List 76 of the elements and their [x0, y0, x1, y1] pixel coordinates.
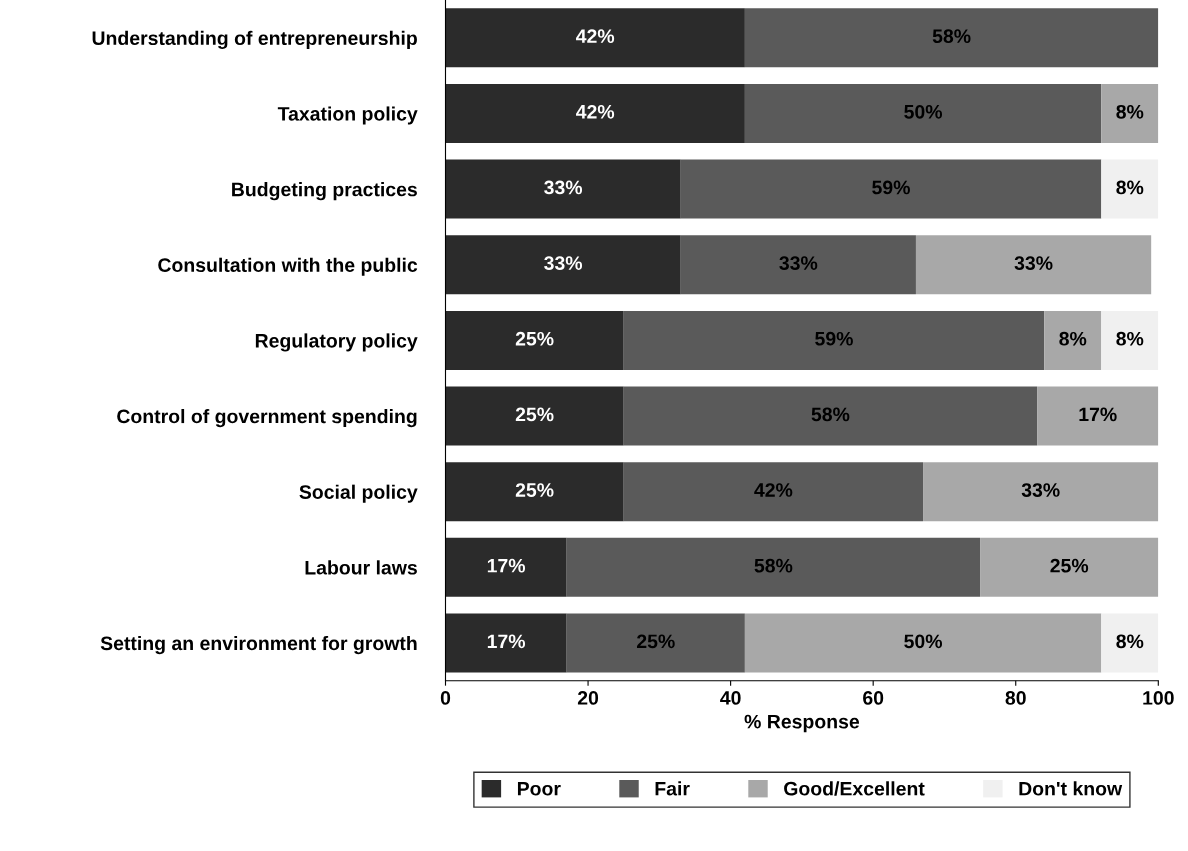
y-tick-label: Consultation with the public: [158, 257, 418, 276]
x-tick-label: 40: [720, 691, 741, 705]
x-tick-label: 100: [1143, 691, 1174, 705]
data-label: 58%: [932, 29, 971, 44]
data-label: 8%: [1116, 634, 1144, 649]
y-tick-label: Regulatory policy: [255, 333, 418, 352]
data-label: 17%: [1079, 407, 1117, 422]
bar: [623, 386, 1038, 446]
data-label: 58%: [811, 407, 850, 422]
bar: [1037, 386, 1159, 446]
bar: [1101, 83, 1159, 143]
bar: [923, 462, 1159, 522]
bar: [445, 462, 624, 522]
data-label: 33%: [779, 256, 818, 270]
bar: [445, 310, 624, 370]
bar: [680, 159, 1102, 219]
y-tick-label: Control of government spending: [117, 409, 417, 428]
x-axis-title: % Response: [744, 714, 860, 733]
bar: [445, 537, 567, 597]
x-tick-label: 60: [863, 691, 884, 705]
data-label: 33%: [1021, 483, 1060, 497]
data-label: 8%: [1116, 180, 1144, 195]
bar: [445, 8, 745, 68]
data-label: 58%: [754, 558, 793, 573]
bar: [445, 613, 567, 673]
y-tick-label: Taxation policy: [277, 106, 418, 125]
data-label: 25%: [515, 331, 554, 346]
bar: [623, 462, 924, 522]
y-tick-label: Setting an environment for growth: [100, 635, 417, 655]
bar: [1101, 159, 1159, 219]
bar: [445, 235, 681, 295]
y-tick-label: Social policy: [299, 484, 418, 503]
legend-label: Good/Excellent: [784, 781, 925, 796]
y-tick-label: Labour laws: [305, 560, 417, 575]
data-label: 42%: [754, 483, 793, 497]
data-label: 42%: [576, 104, 615, 119]
data-label: 33%: [1014, 256, 1053, 270]
data-label: 33%: [544, 256, 583, 270]
bar: [1101, 613, 1159, 673]
data-label: 17%: [487, 558, 526, 573]
x-tick-label: 80: [1005, 691, 1026, 705]
bar: [915, 235, 1152, 295]
bar: [566, 613, 745, 673]
legend-label: Don't know: [1019, 781, 1123, 796]
y-tick-label: Understanding of entrepreneurship: [92, 30, 417, 49]
bar: [623, 310, 1045, 370]
data-label: 25%: [1050, 558, 1089, 573]
legend-label: Poor: [517, 781, 561, 796]
data-label: 33%: [544, 180, 583, 195]
data-label: 8%: [1059, 331, 1087, 346]
data-label: 50%: [904, 634, 943, 649]
data-label: 42%: [576, 29, 615, 43]
bar: [680, 235, 916, 295]
bar: [445, 159, 681, 219]
data-label: 25%: [515, 407, 554, 422]
bar: [1044, 310, 1102, 370]
y-tick-label: Budgeting practices: [232, 182, 417, 201]
bar: [445, 386, 624, 446]
data-label: 59%: [872, 180, 910, 195]
data-label: 8%: [1116, 331, 1144, 346]
bar: [445, 83, 745, 143]
data-label: 17%: [487, 634, 526, 649]
bar: [980, 537, 1159, 597]
data-label: 59%: [815, 331, 853, 346]
data-label: 50%: [904, 104, 943, 119]
data-label: 25%: [515, 483, 554, 497]
data-label: 25%: [636, 634, 675, 649]
bar: [744, 8, 1159, 68]
x-tick-label: 20: [577, 691, 599, 705]
bar: [566, 537, 981, 597]
x-tick-label: 0: [440, 691, 451, 705]
legend-label: Fair: [655, 781, 690, 796]
bar: [744, 83, 1102, 143]
data-label: 8%: [1116, 104, 1144, 119]
bar: [1101, 310, 1159, 370]
bar: [744, 613, 1102, 673]
